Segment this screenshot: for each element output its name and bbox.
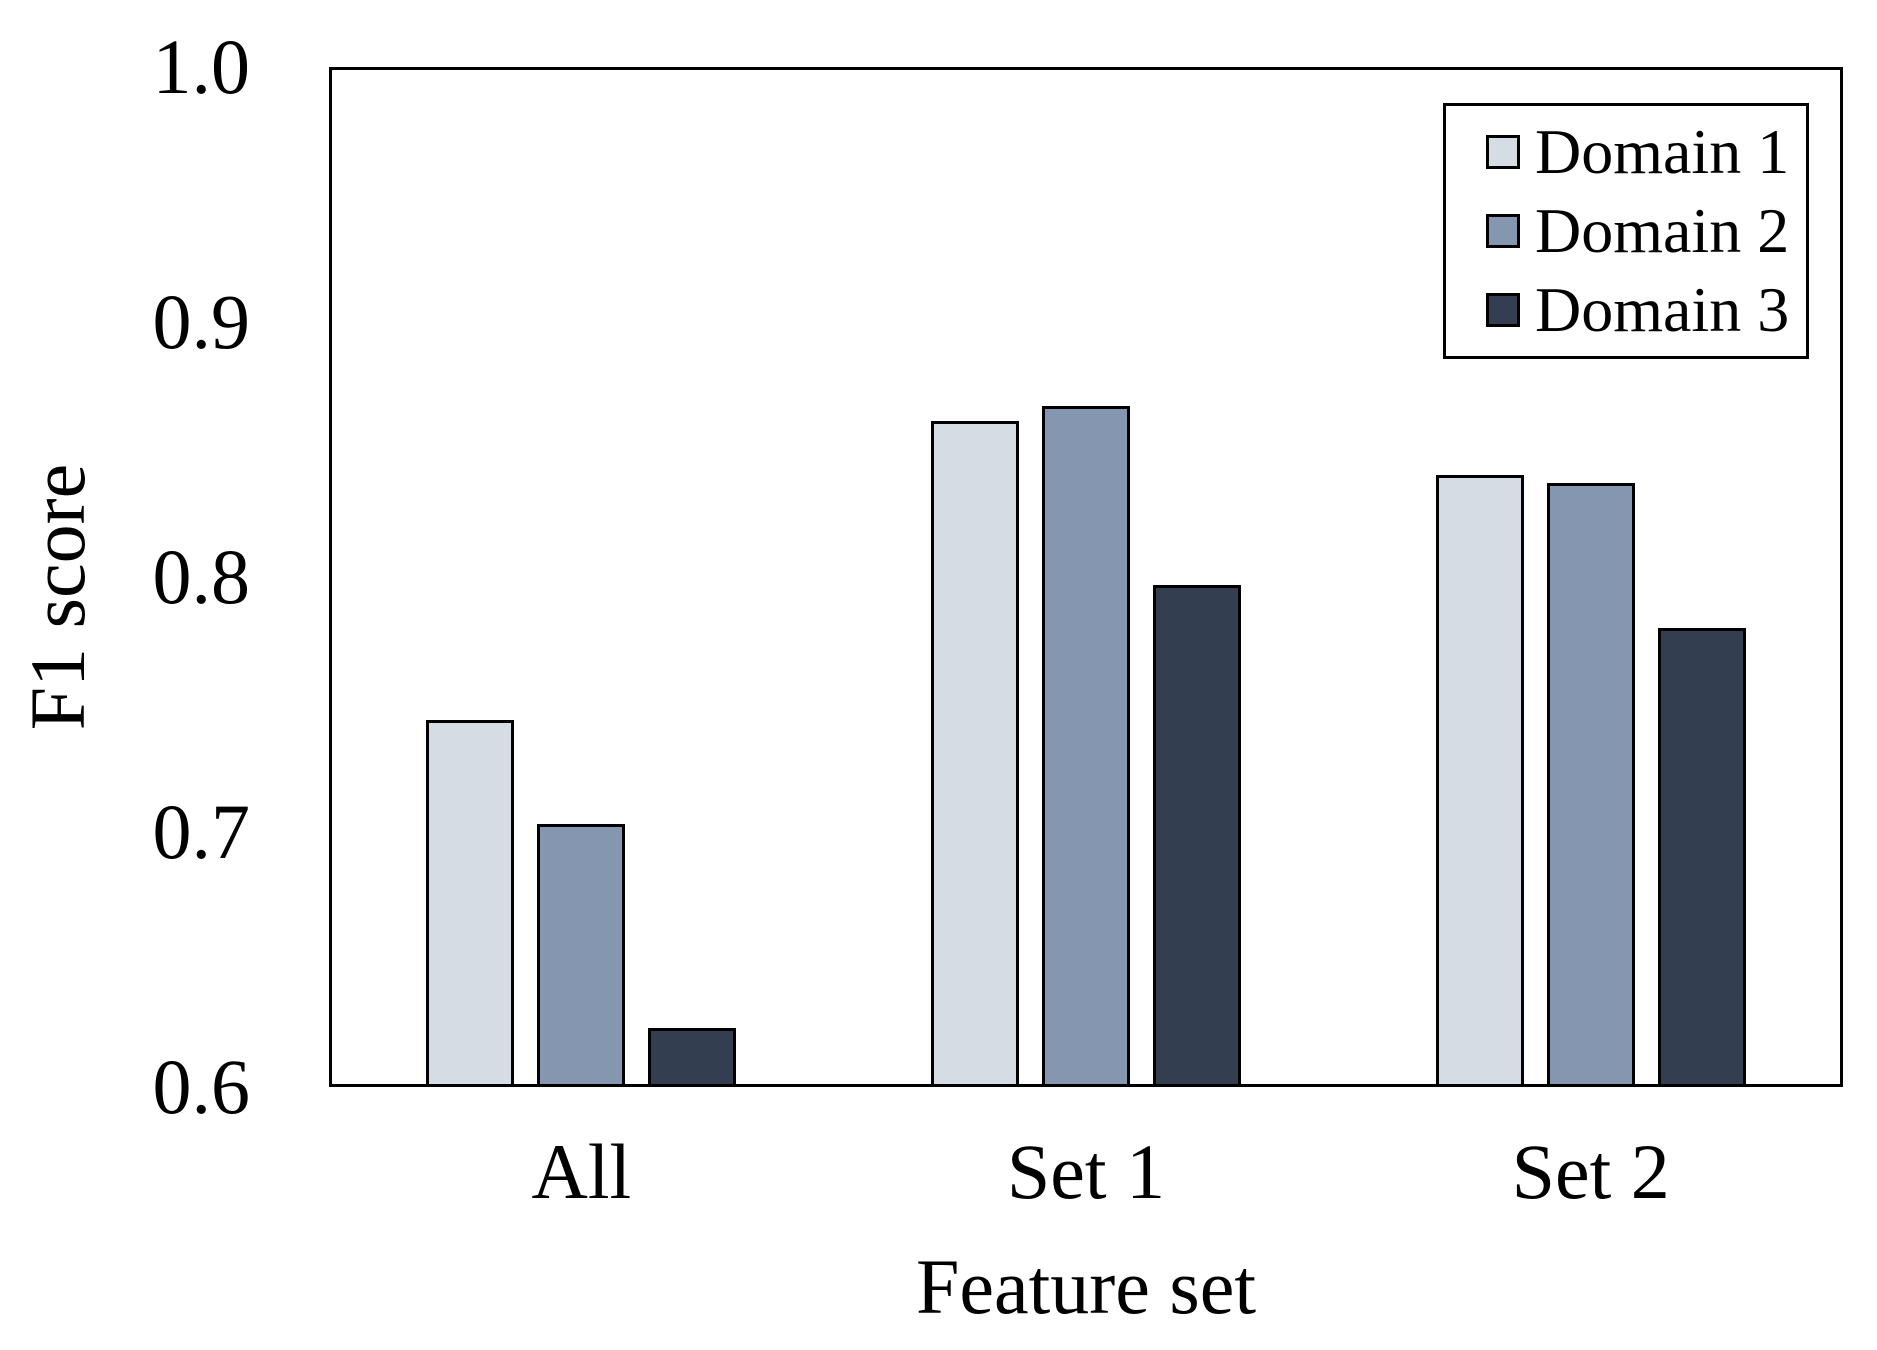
bar-domain-3-set-2 [1657, 628, 1746, 1087]
legend-swatch-icon [1486, 293, 1520, 328]
y-tick-label-0-9: 0.9 [152, 278, 251, 365]
legend-swatch-icon [1486, 134, 1520, 169]
y-tick-label-0-6: 0.6 [152, 1043, 251, 1130]
legend-label: Domain 1 [1535, 115, 1790, 187]
bar-domain-1-set-2 [1435, 475, 1524, 1087]
x-tick-label-set-1: Set 1 [1006, 1128, 1166, 1215]
bar-domain-1-all [426, 719, 515, 1087]
legend-swatch-icon [1486, 213, 1520, 248]
bar-domain-3-set-1 [1153, 584, 1241, 1087]
bar-domain-1-set-1 [931, 421, 1019, 1087]
legend-label: Domain 3 [1535, 274, 1790, 346]
y-tick-label-1-0: 1.0 [152, 23, 251, 110]
legend-item-domain-3: Domain 3 [1486, 278, 1806, 342]
bar-domain-2-all [537, 824, 626, 1087]
y-tick-label-0-8: 0.8 [152, 533, 251, 620]
bar-domain-2-set-1 [1042, 406, 1130, 1087]
legend-item-domain-1: Domain 1 [1486, 115, 1806, 187]
legend-label: Domain 2 [1535, 194, 1790, 266]
bar-domain-3-all [648, 1028, 737, 1087]
legend: Domain 1 Domain 2 Domain 3 [1443, 103, 1809, 359]
legend-item-domain-2: Domain 2 [1486, 194, 1806, 266]
x-tick-label-all: All [531, 1128, 632, 1215]
y-tick-label-0-7: 0.7 [152, 788, 251, 875]
x-axis-title: Feature set [915, 1243, 1257, 1330]
bar-domain-2-set-2 [1546, 482, 1635, 1087]
x-tick-label-set-2: Set 2 [1511, 1128, 1670, 1215]
